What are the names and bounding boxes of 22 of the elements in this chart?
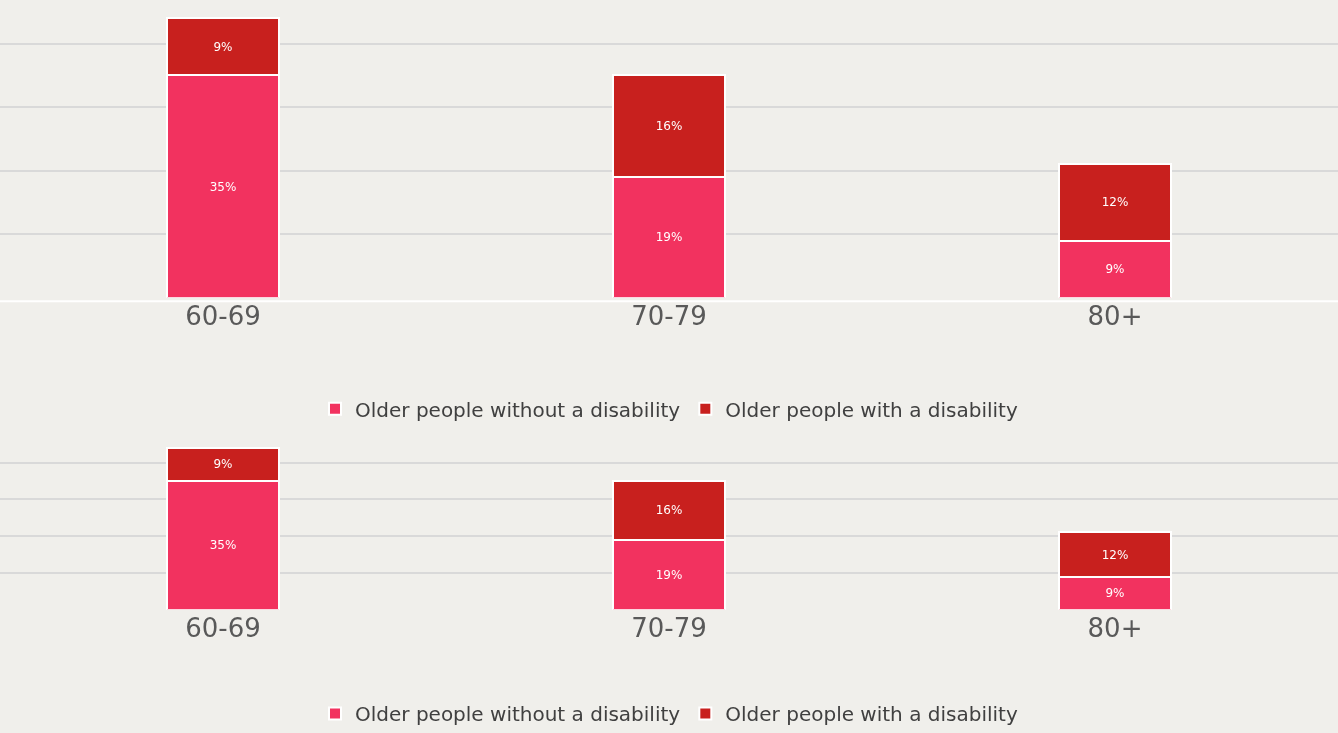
legend-label: Older people without a disability — [355, 397, 681, 422]
x-tick-label: 70-79 — [631, 612, 707, 643]
x-tick-label: 80+ — [1087, 612, 1143, 643]
legend-label: Older people without a disability — [355, 702, 681, 727]
x-tick-label: 80+ — [1087, 300, 1143, 331]
x-tick-label: 60-69 — [185, 612, 261, 643]
x-tick-label: 60-69 — [185, 300, 261, 331]
data-label: 35% — [209, 538, 237, 553]
data-label: 19% — [655, 567, 683, 582]
x-tick-label: 70-79 — [631, 300, 707, 331]
data-label: 19% — [655, 230, 683, 245]
data-label: 16% — [655, 119, 683, 134]
legend-label: Older people with a disability — [725, 397, 1018, 422]
data-label: 9% — [1105, 586, 1125, 601]
data-label: 9% — [213, 39, 233, 54]
data-label: 12% — [1101, 195, 1129, 210]
data-label: 9% — [1105, 262, 1125, 277]
data-label: 16% — [655, 503, 683, 518]
legend-label: Older people with a disability — [725, 702, 1018, 727]
data-label: 35% — [209, 179, 237, 194]
data-label: 9% — [213, 457, 233, 472]
data-label: 12% — [1101, 547, 1129, 562]
